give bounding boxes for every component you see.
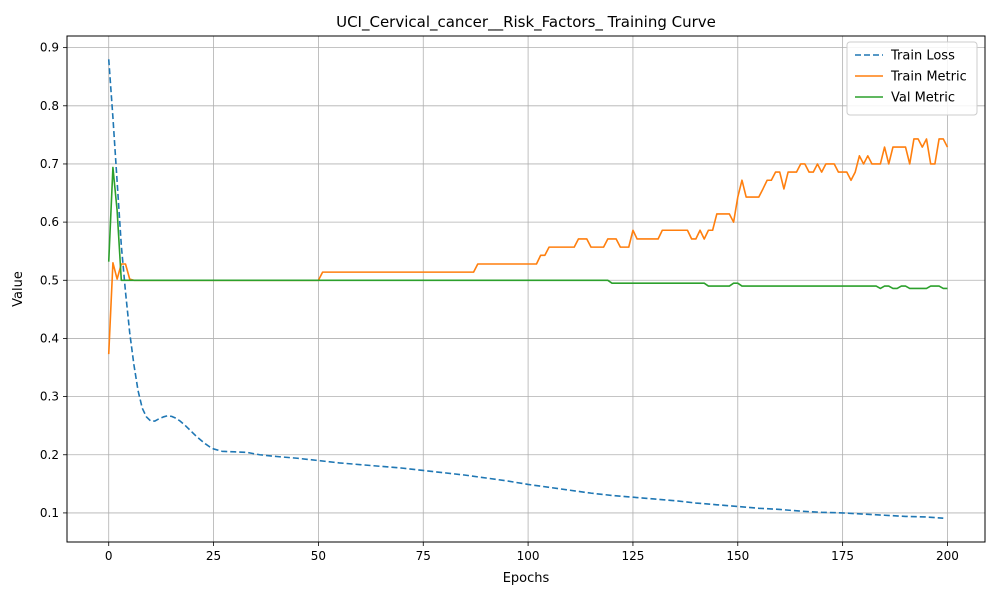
series-layer	[107, 59, 949, 519]
x-tick-label: 175	[831, 549, 854, 563]
legend-label: Train Loss	[890, 49, 955, 64]
x-tick-label: 50	[311, 549, 326, 563]
x-tick-label: 0	[105, 549, 113, 563]
x-axis-label: Epochs	[503, 571, 550, 586]
y-tick-label: 0.2	[40, 448, 59, 462]
y-tick-label: 0.3	[40, 390, 59, 404]
ticks: 0 25 50 75 100 125 150 175 200 0.1 0.2 0.3 0.4 0.5 0.6…	[40, 41, 959, 563]
y-axis-label: Value	[11, 271, 26, 307]
y-tick-label: 0.7	[40, 157, 59, 171]
legend: Train Loss Train Metric Val Metric	[846, 41, 978, 116]
y-tick-label: 0.5	[40, 273, 59, 287]
series-line-3	[107, 166, 948, 290]
y-tick-label: 0.1	[40, 506, 59, 520]
y-tick-label: 0.6	[40, 215, 59, 229]
chart-title: UCI_Cervical_cancer__Risk_Factors_ Train…	[336, 13, 716, 32]
plot-frame	[66, 35, 986, 543]
legend-label: Train Metric	[890, 70, 967, 85]
x-tick-label: 125	[621, 549, 644, 563]
series-line-1	[107, 59, 944, 519]
y-tick-label: 0.4	[40, 331, 59, 345]
x-tick-label: 150	[726, 549, 749, 563]
y-tick-label: 0.8	[40, 99, 59, 113]
y-tick-label: 0.9	[40, 41, 59, 55]
x-tick-label: 75	[416, 549, 431, 563]
series-line-2	[107, 138, 949, 355]
x-tick-label: 25	[206, 549, 221, 563]
legend-label: Val Metric	[891, 91, 955, 106]
x-tick-label: 200	[936, 549, 959, 563]
x-tick-label: 100	[517, 549, 540, 563]
